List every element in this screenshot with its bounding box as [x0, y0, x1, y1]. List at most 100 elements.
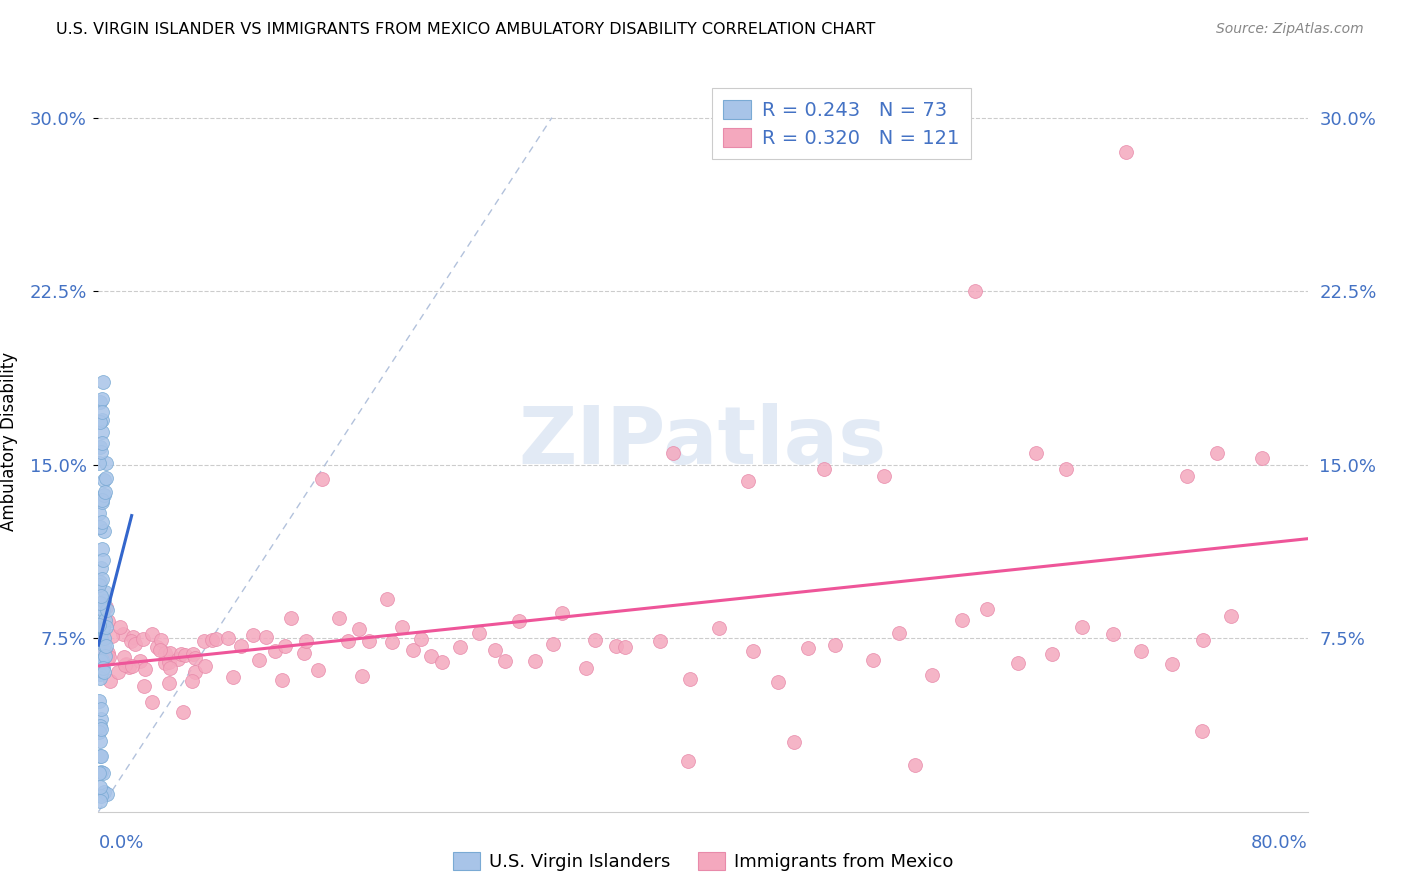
Point — [976, 602, 998, 616]
Point — [420, 648, 443, 663]
Point — [97, 646, 120, 660]
Point — [676, 754, 699, 768]
Point — [217, 632, 239, 646]
Point — [93, 785, 115, 799]
Point — [93, 473, 115, 487]
Point — [98, 674, 121, 689]
Point — [1219, 609, 1241, 624]
Point — [91, 413, 114, 427]
Point — [89, 794, 111, 808]
Text: 80.0%: 80.0% — [1251, 834, 1308, 852]
Point — [605, 639, 627, 653]
Point — [91, 620, 114, 634]
Point — [90, 712, 112, 726]
Point — [181, 648, 204, 662]
Point — [94, 471, 117, 485]
Point — [1175, 469, 1198, 483]
Point — [193, 634, 215, 648]
Point — [91, 661, 114, 675]
Point — [90, 404, 112, 418]
Point — [184, 665, 207, 680]
Point — [91, 425, 114, 439]
Point — [89, 765, 111, 780]
Point — [90, 515, 112, 529]
Point — [90, 654, 112, 668]
Point — [91, 766, 114, 780]
Point — [89, 440, 111, 454]
Point — [90, 723, 112, 737]
Point — [551, 607, 574, 621]
Point — [121, 659, 143, 673]
Point — [1071, 620, 1094, 634]
Point — [887, 626, 910, 640]
Text: Source: ZipAtlas.com: Source: ZipAtlas.com — [1216, 22, 1364, 37]
Point — [904, 758, 927, 772]
Point — [89, 394, 111, 409]
Point — [1129, 644, 1152, 658]
Point — [264, 643, 287, 657]
Point — [89, 456, 111, 470]
Point — [273, 640, 295, 654]
Legend: U.S. Virgin Islanders, Immigrants from Mexico: U.S. Virgin Islanders, Immigrants from M… — [446, 846, 960, 879]
Point — [134, 662, 156, 676]
Point — [357, 633, 380, 648]
Point — [741, 644, 763, 658]
Point — [149, 643, 172, 657]
Point — [89, 789, 111, 803]
Point — [89, 719, 111, 733]
Point — [409, 632, 432, 646]
Point — [401, 642, 423, 657]
Point — [112, 626, 135, 640]
Point — [90, 589, 112, 603]
Point — [89, 749, 111, 764]
Point — [90, 561, 112, 575]
Point — [89, 604, 111, 618]
Point — [91, 553, 114, 567]
Point — [129, 654, 152, 668]
Point — [541, 637, 564, 651]
Point — [89, 667, 111, 681]
Point — [90, 444, 112, 458]
Point — [91, 603, 114, 617]
Point — [766, 675, 789, 690]
Point — [115, 657, 138, 672]
Point — [96, 651, 118, 665]
Point — [91, 375, 114, 389]
Point — [328, 611, 350, 625]
Point — [391, 620, 413, 634]
Point — [950, 613, 973, 627]
Point — [737, 474, 759, 488]
Point — [449, 640, 471, 654]
Point — [93, 524, 115, 539]
Point — [89, 780, 111, 795]
Point — [1102, 627, 1125, 641]
Point — [149, 632, 172, 647]
Point — [96, 456, 118, 470]
Point — [110, 620, 132, 634]
Point — [93, 613, 115, 627]
Point — [254, 630, 277, 644]
Point — [94, 639, 117, 653]
Legend: R = 0.243   N = 73, R = 0.320   N = 121: R = 0.243 N = 73, R = 0.320 N = 121 — [711, 88, 972, 160]
Point — [707, 621, 730, 635]
Point — [468, 626, 491, 640]
Point — [96, 600, 118, 615]
Point — [524, 654, 547, 668]
Point — [90, 702, 112, 716]
Point — [222, 670, 245, 684]
Point — [167, 652, 190, 666]
Point — [1161, 657, 1184, 672]
Point — [93, 487, 115, 501]
Point — [90, 392, 112, 406]
Point — [157, 676, 180, 690]
Point — [155, 656, 177, 670]
Point — [141, 627, 163, 641]
Y-axis label: Ambulatory Disability: Ambulatory Disability — [0, 352, 18, 531]
Point — [205, 632, 228, 647]
Point — [1191, 723, 1213, 738]
Point — [96, 603, 118, 617]
Point — [965, 284, 987, 298]
Point — [231, 639, 253, 653]
Point — [89, 694, 111, 708]
Point — [93, 638, 115, 652]
